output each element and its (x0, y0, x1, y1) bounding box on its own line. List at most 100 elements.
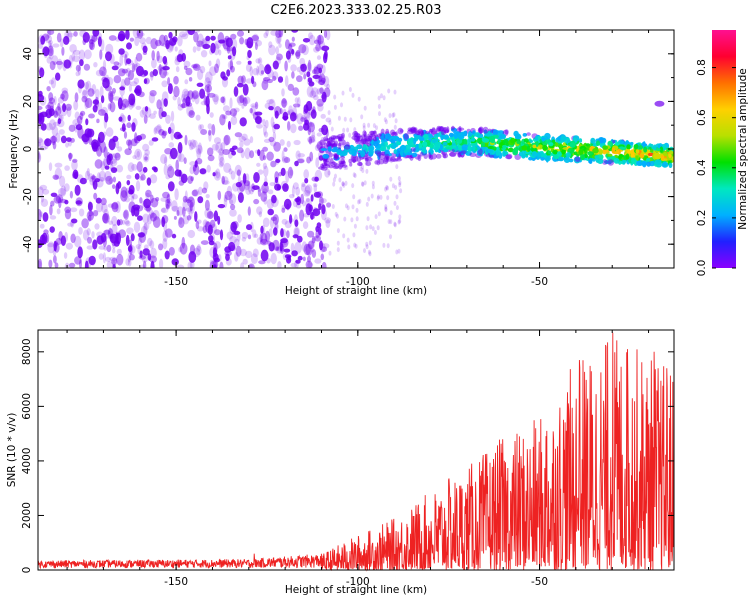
noise-blob (294, 160, 299, 167)
noise-blob (363, 180, 367, 186)
noise-blob (288, 194, 295, 199)
noise-blob (398, 218, 402, 224)
noise-blob (305, 197, 310, 203)
noise-blob (222, 149, 231, 155)
y-tick-label: -40 (22, 236, 34, 253)
noise-blob (51, 55, 59, 65)
ridge-blob (443, 154, 447, 159)
noise-blob (299, 57, 306, 66)
noise-blob (263, 131, 269, 138)
noise-blob (117, 62, 121, 68)
ridge-blob (448, 132, 454, 138)
noise-blob (48, 79, 55, 85)
noise-blob (203, 181, 209, 191)
noise-blob (109, 53, 115, 64)
noise-blob (377, 95, 381, 101)
spectrogram-heatmap (38, 30, 674, 268)
noise-blob (243, 138, 251, 146)
ridge-blob (668, 162, 673, 168)
noise-blob (348, 87, 352, 92)
noise-blob (144, 206, 152, 212)
noise-blob (189, 142, 194, 151)
noise-blob (175, 66, 180, 73)
noise-blob (55, 72, 61, 81)
noise-blob (237, 214, 242, 223)
noise-blob (213, 257, 220, 263)
noise-blob (299, 209, 305, 222)
noise-blob (178, 246, 183, 253)
noise-blob (86, 228, 91, 236)
noise-blob (121, 98, 129, 108)
noise-blob (111, 223, 118, 234)
noise-blob (160, 154, 168, 164)
ridge-blob (588, 159, 592, 164)
noise-blob (249, 66, 254, 77)
noise-blob (142, 143, 150, 152)
noise-blob (256, 123, 263, 129)
ridge-blob (488, 154, 495, 159)
noise-blob (269, 139, 277, 147)
noise-blob (102, 77, 110, 89)
noise-blob (148, 209, 154, 219)
noise-blob (264, 64, 272, 75)
noise-blob (98, 253, 104, 260)
noise-blob (275, 246, 280, 251)
noise-blob (118, 116, 123, 122)
noise-blob (291, 185, 295, 197)
noise-blob (291, 250, 298, 257)
noise-blob (342, 233, 346, 239)
noise-blob (158, 63, 162, 76)
ridge-blob (526, 132, 531, 136)
snr-frame (37, 329, 675, 571)
noise-blob (209, 246, 216, 258)
noise-blob (331, 204, 335, 209)
noise-blob (293, 139, 301, 146)
noise-blob (106, 151, 111, 164)
ridge-blob (400, 144, 407, 151)
noise-blob (191, 90, 199, 100)
noise-blob (89, 177, 95, 186)
noise-blob (343, 116, 347, 122)
noise-blob (143, 78, 148, 84)
noise-blob (119, 127, 127, 132)
noise-blob (292, 182, 299, 190)
noise-blob (384, 119, 388, 125)
noise-blob (206, 164, 211, 173)
noise-blob (43, 49, 48, 59)
noise-blob (268, 44, 276, 56)
noise-blob (287, 83, 294, 91)
noise-blob (167, 126, 172, 135)
noise-blob (306, 62, 312, 73)
ridge-blob (611, 147, 616, 154)
ridge-blob (367, 133, 371, 140)
noise-blob (196, 40, 204, 47)
noise-blob (231, 145, 238, 150)
ridge-blob (542, 144, 548, 151)
noise-blob (295, 259, 301, 264)
noise-blob (116, 253, 124, 266)
noise-blob (353, 127, 357, 133)
noise-blob (68, 262, 76, 268)
noise-blob (182, 199, 188, 212)
noise-blob (312, 69, 317, 75)
noise-blob (57, 102, 61, 111)
ridge-blob (578, 148, 584, 155)
noise-blob (125, 220, 131, 227)
ridge-blob (322, 153, 330, 159)
noise-blob (156, 50, 160, 62)
noise-blob (206, 85, 210, 97)
noise-blob (38, 141, 42, 147)
noise-blob (126, 139, 132, 146)
noise-blob (348, 132, 352, 138)
noise-blob (99, 177, 105, 182)
noise-blob (48, 40, 53, 45)
noise-blob (199, 65, 206, 74)
y-tick-label: 0 (22, 146, 34, 153)
ridge-blob (458, 151, 462, 157)
ridge-blob (643, 146, 648, 153)
noise-blob (215, 58, 221, 69)
noise-blob (48, 162, 53, 172)
noise-blob (303, 169, 310, 180)
y-tick-label: 8000 (21, 338, 33, 365)
